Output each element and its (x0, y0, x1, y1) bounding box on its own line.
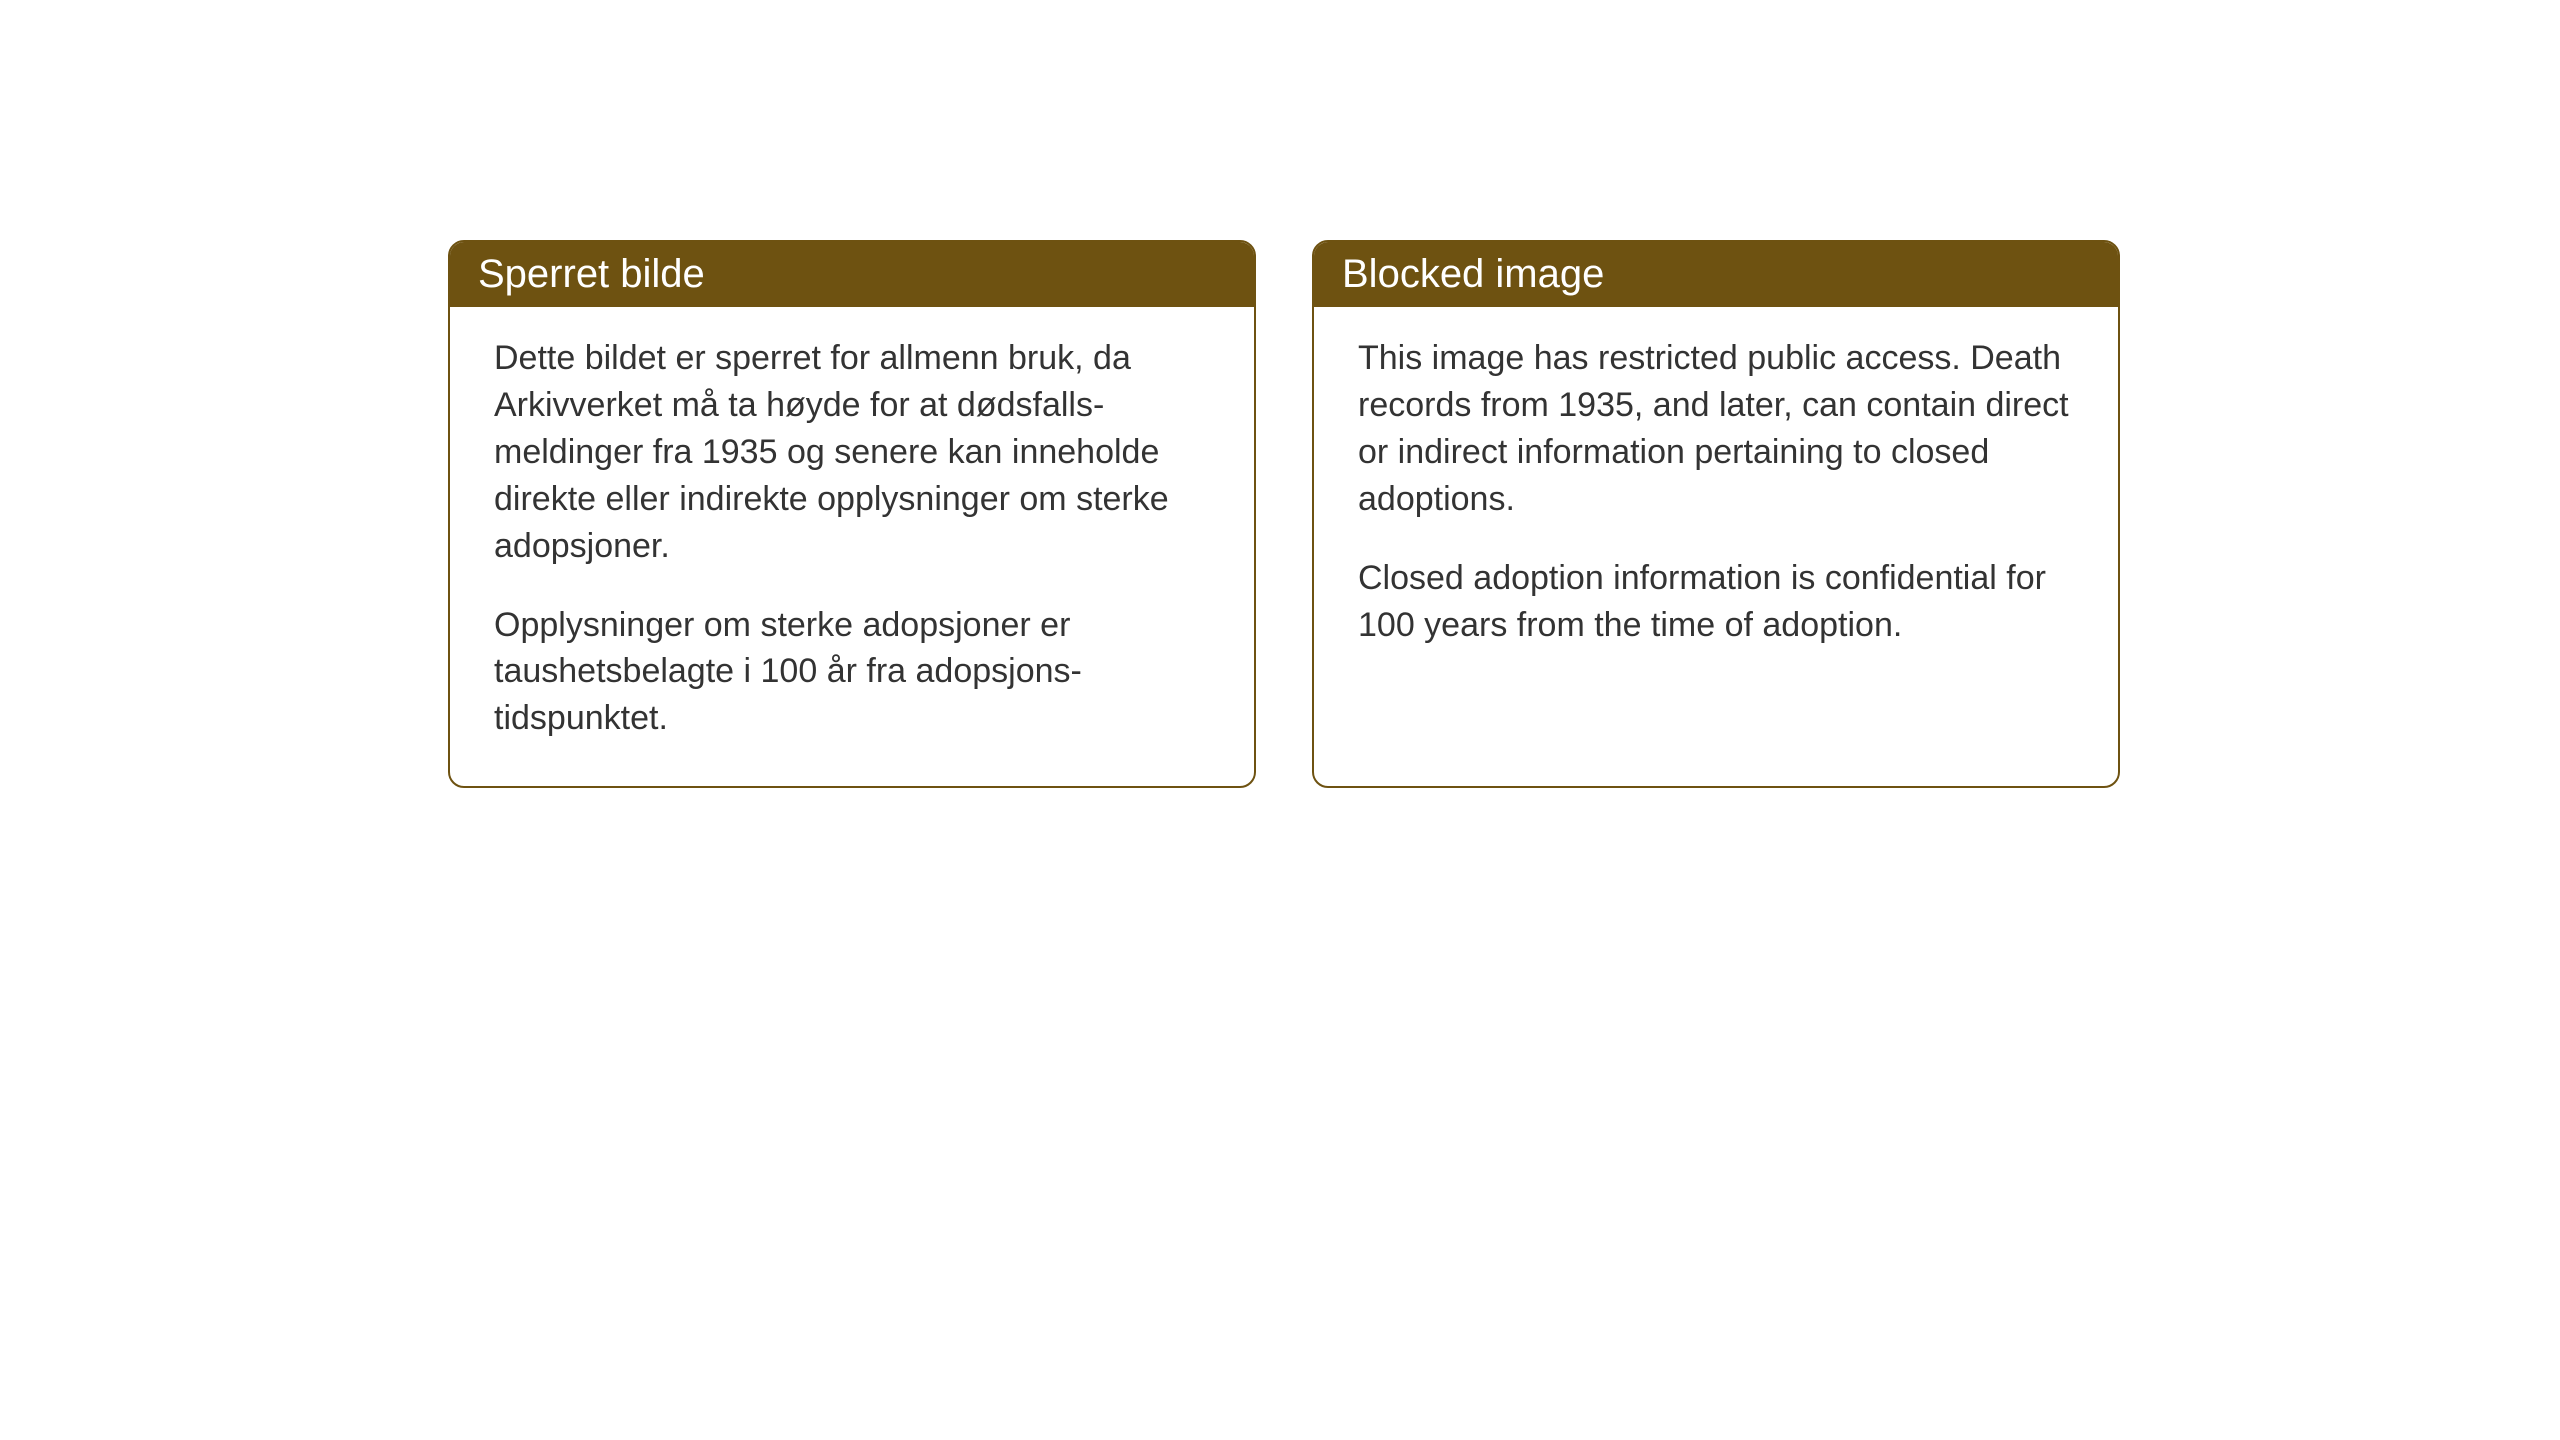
card-norwegian: Sperret bilde Dette bildet er sperret fo… (448, 240, 1256, 788)
card-body-norwegian: Dette bildet er sperret for allmenn bruk… (450, 307, 1254, 786)
card-paragraph2-english: Closed adoption information is confident… (1358, 555, 2074, 649)
card-body-english: This image has restricted public access.… (1314, 307, 2118, 692)
cards-container: Sperret bilde Dette bildet er sperret fo… (448, 240, 2120, 788)
card-paragraph1-norwegian: Dette bildet er sperret for allmenn bruk… (494, 335, 1210, 570)
card-header-english: Blocked image (1314, 242, 2118, 307)
card-title-english: Blocked image (1342, 252, 1604, 296)
card-english: Blocked image This image has restricted … (1312, 240, 2120, 788)
card-paragraph1-english: This image has restricted public access.… (1358, 335, 2074, 523)
card-title-norwegian: Sperret bilde (478, 252, 705, 296)
card-header-norwegian: Sperret bilde (450, 242, 1254, 307)
card-paragraph2-norwegian: Opplysninger om sterke adopsjoner er tau… (494, 602, 1210, 743)
